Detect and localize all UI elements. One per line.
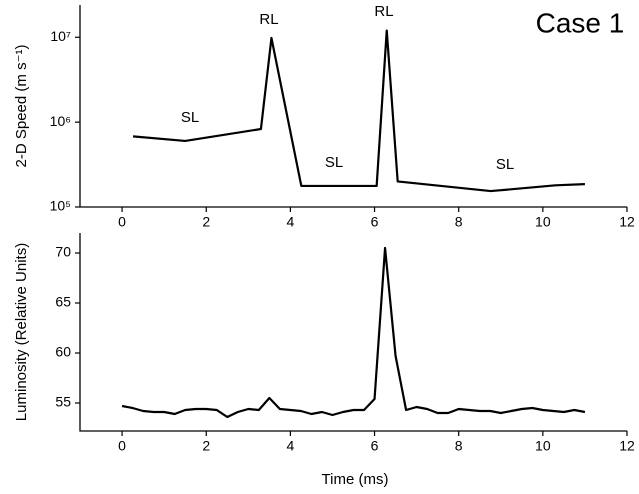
x-tick-label: 12 — [619, 438, 635, 454]
x-tick-label: 12 — [619, 214, 635, 230]
x-tick-label: 10 — [535, 438, 551, 454]
y-tick-label: 10⁶ — [50, 113, 71, 129]
y-tick-label: 55 — [55, 394, 71, 410]
x-tick-label: 6 — [371, 214, 379, 230]
chart-title: Case 1 — [536, 7, 625, 38]
y-axis-label: 2-D Speed (m s⁻¹) — [13, 45, 30, 168]
x-tick-label: 6 — [371, 438, 379, 454]
x-axis-label: Time (ms) — [322, 471, 389, 488]
series-line — [121, 246, 586, 419]
x-tick-label: 2 — [202, 214, 210, 230]
axes — [79, 233, 627, 432]
y-tick-label: 10⁵ — [50, 198, 71, 214]
annotation: RL — [259, 11, 278, 28]
series-line — [132, 29, 585, 193]
annotation: SL — [181, 109, 199, 126]
x-tick-label: 2 — [202, 438, 210, 454]
annotation: SL — [325, 154, 343, 171]
y-axis-label: Luminosity (Relative Units) — [13, 243, 30, 421]
y-tick-label: 70 — [55, 244, 71, 260]
y-tick-label: 60 — [55, 344, 71, 360]
x-tick-label: 10 — [535, 214, 551, 230]
x-tick-label: 4 — [286, 214, 294, 230]
x-tick-label: 8 — [455, 214, 463, 230]
y-tick-label: 65 — [55, 294, 71, 310]
x-tick-label: 8 — [455, 438, 463, 454]
x-tick-label: 0 — [118, 438, 126, 454]
annotation: SL — [496, 156, 514, 173]
x-tick-label: 4 — [286, 438, 294, 454]
x-tick-label: 0 — [118, 214, 126, 230]
annotation: RL — [374, 3, 393, 20]
y-tick-label: 10⁷ — [50, 28, 71, 44]
